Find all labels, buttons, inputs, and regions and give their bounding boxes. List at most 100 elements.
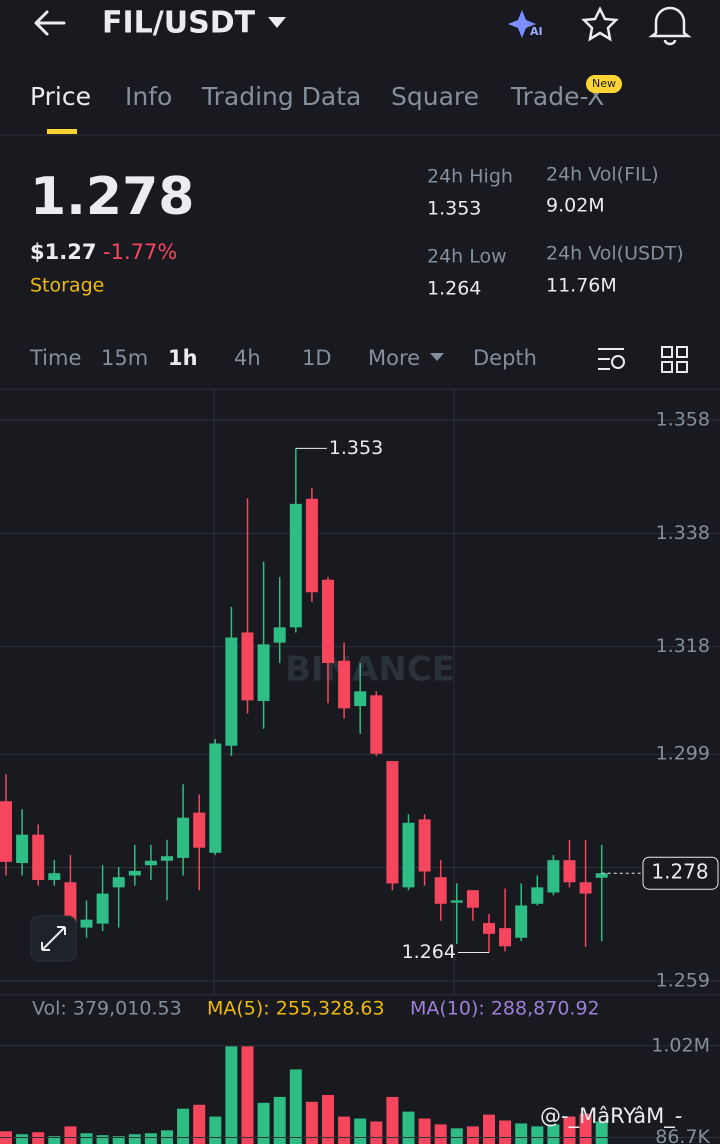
candle-body: [579, 882, 592, 894]
candle-body: [434, 877, 447, 904]
tab[interactable]: Info: [125, 82, 172, 111]
y-tick-label: 1.338: [656, 522, 710, 544]
svg-text:AI: AI: [530, 25, 543, 38]
volume-bar: [354, 1118, 367, 1144]
volume-bar: [466, 1126, 479, 1144]
interval-tab[interactable]: 4h: [234, 346, 261, 370]
candle-body: [161, 856, 173, 861]
volume-bar: [112, 1136, 125, 1144]
stat-value: 1.353: [427, 198, 481, 220]
last-price-box: [642, 856, 719, 890]
stat-value: 9.02M: [546, 195, 605, 217]
candle-body: [322, 579, 334, 664]
candle-body: [128, 870, 141, 876]
interval-tab[interactable]: 1h: [168, 346, 198, 370]
volume-bar: [402, 1111, 415, 1144]
candle-body: [402, 822, 415, 888]
interval-tab[interactable]: 1D: [302, 346, 332, 370]
volume-bar: [209, 1116, 222, 1144]
volume-legend: MA(5): 255,328.63: [207, 998, 385, 1020]
candle-body: [386, 761, 399, 884]
candle-body: [64, 882, 77, 926]
stat-label: 24h Low: [427, 246, 507, 268]
candle-body: [177, 817, 190, 858]
candle-body: [338, 660, 351, 709]
candle-body: [193, 812, 206, 848]
interval-tab[interactable]: Depth: [473, 346, 537, 370]
volume-bar: [579, 1113, 592, 1144]
interval-tab[interactable]: More: [368, 346, 420, 370]
volume-bar: [450, 1128, 463, 1144]
candle-body: [16, 834, 29, 864]
volume-bar: [16, 1134, 29, 1144]
volume-bar: [434, 1124, 447, 1144]
candle-body: [0, 801, 12, 862]
candle-body: [483, 923, 495, 934]
pair-title: FIL/USDT: [102, 6, 256, 41]
candle-body: [257, 644, 270, 701]
stat-label: 24h Vol(FIL): [546, 164, 659, 186]
volume-bar: [483, 1114, 495, 1144]
volume-bar: [273, 1096, 286, 1144]
candle-body: [289, 503, 302, 628]
volume-bar: [531, 1126, 544, 1144]
usd-price: $1.27: [30, 240, 96, 264]
y-tick-label: 1.299: [656, 743, 710, 765]
candle-body: [305, 498, 318, 593]
volume-bar: [547, 1124, 560, 1144]
volume-bar: [96, 1135, 109, 1144]
candle-body: [112, 877, 125, 888]
volume-bar: [80, 1133, 93, 1144]
stat-value: 11.76M: [546, 275, 617, 297]
low-label: 1.264: [402, 941, 456, 963]
pair-dropdown[interactable]: [268, 17, 286, 28]
tab[interactable]: Trading Data: [201, 82, 361, 111]
volume-bar: [322, 1094, 334, 1144]
volume-bar: [177, 1108, 190, 1144]
more-dropdown[interactable]: [430, 353, 444, 361]
fullscreen-button[interactable]: [30, 915, 77, 962]
tab[interactable]: Square: [391, 82, 479, 111]
candle-body: [273, 627, 286, 643]
volume-bar: [595, 1121, 608, 1144]
volume-bar: [48, 1136, 61, 1144]
chart-watermark: BINANCE: [285, 650, 455, 690]
tab[interactable]: Price: [30, 82, 91, 111]
candle-body: [32, 834, 45, 881]
layout-button[interactable]: [661, 346, 688, 373]
active-tab-indicator: [47, 129, 77, 134]
category-tag[interactable]: Storage: [30, 275, 104, 297]
chart-settings-button[interactable]: [598, 348, 625, 370]
candle-body: [354, 691, 367, 707]
volume-bar: [128, 1134, 141, 1144]
stat-label: 24h Vol(USDT): [546, 243, 684, 265]
price-change: -1.77%: [103, 240, 177, 264]
watermark: @-_MâRYâM_-: [540, 1104, 682, 1129]
last-price: 1.278: [30, 167, 194, 227]
volume-bar: [370, 1121, 383, 1144]
stat-label: 24h High: [427, 166, 513, 188]
y-tick-label: 1.358: [656, 409, 710, 431]
interval-tab[interactable]: Time: [29, 346, 81, 370]
volume-legend: Vol: 379,010.53: [32, 998, 182, 1020]
volume-bar: [225, 1045, 238, 1144]
volume-bar: [305, 1101, 318, 1144]
candle-body: [563, 860, 576, 883]
ai-button[interactable]: AI: [508, 10, 543, 38]
volume-bar: [515, 1123, 528, 1144]
favorite-button[interactable]: [581, 6, 619, 42]
volume-bar: [386, 1096, 399, 1144]
interval-tab[interactable]: 15m: [101, 346, 148, 370]
volume-bar: [241, 1045, 254, 1144]
candle-body: [144, 860, 157, 866]
candle-body: [225, 637, 238, 746]
candle-body: [48, 873, 61, 881]
volume-bar: [64, 1126, 77, 1144]
candle-body: [515, 905, 528, 938]
back-button[interactable]: [34, 10, 66, 36]
candle-body: [96, 893, 109, 924]
notification-button[interactable]: [648, 6, 692, 46]
